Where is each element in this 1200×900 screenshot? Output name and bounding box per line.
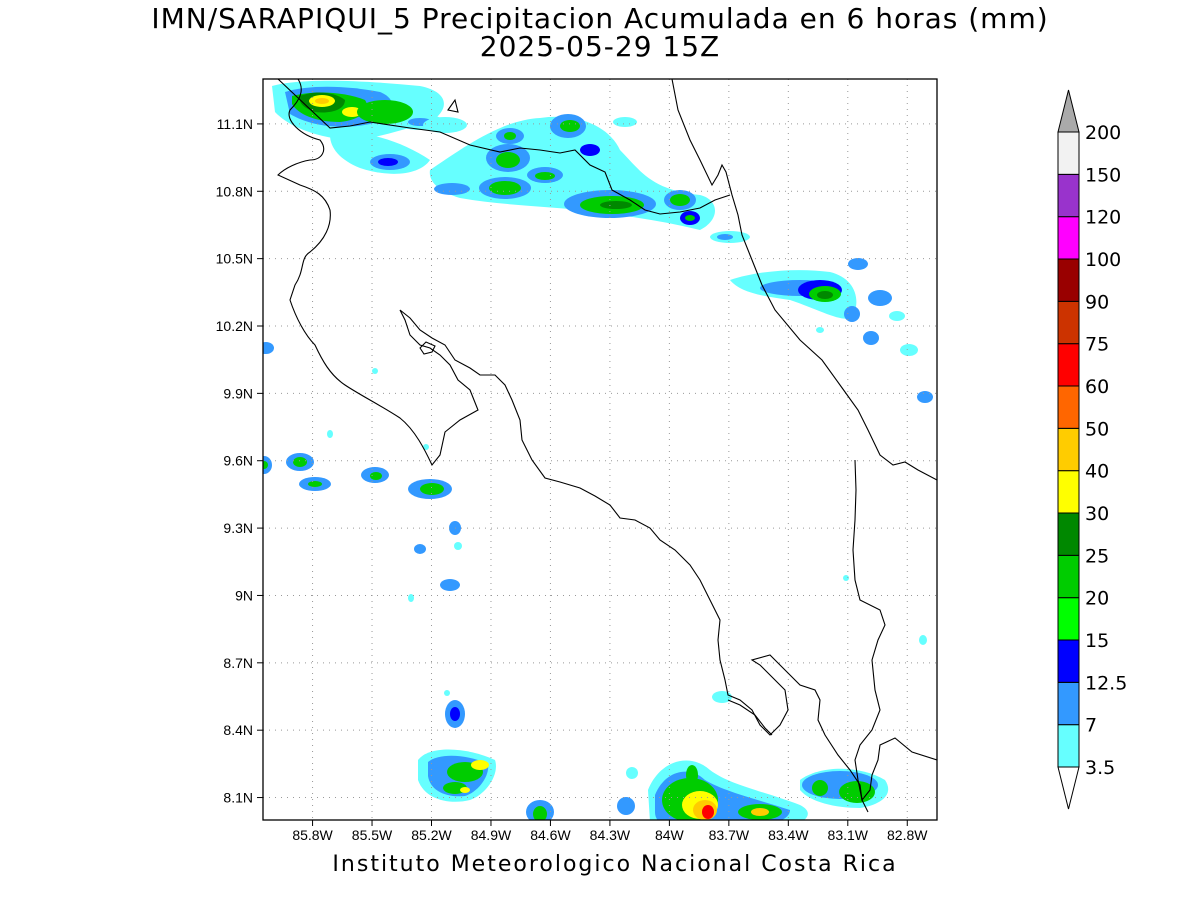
lon-tick-label: 84.9W (471, 827, 512, 843)
lat-tick-label: 11.1N (217, 116, 253, 132)
colorbar: 3.5 7 12.5 15 20 25 30 40 50 60 75 90 100 120 150 200 (1057, 89, 1127, 810)
lat-tick-label: 9.3N (223, 520, 253, 536)
lake-shore (447, 98, 459, 113)
colorbar-label: 100 (1085, 249, 1121, 271)
lon-tick-label: 83.7W (709, 827, 750, 843)
colorbar-swatch (1057, 554, 1080, 599)
plot-frame (262, 78, 938, 821)
colorbar-swatch (1057, 300, 1080, 345)
colorbar-swatch (1057, 512, 1080, 556)
nicaragua-costa-rica-border (277, 79, 731, 215)
colorbar-label: 60 (1085, 376, 1109, 398)
lat-tick-label: 8.1N (223, 790, 253, 806)
colorbar-swatch (1057, 427, 1080, 472)
osa-coast (727, 699, 773, 736)
lon-tick-label: 83.4W (768, 827, 809, 843)
map-subtitle: 2025-05-29 15Z (479, 30, 721, 63)
lon-tick-label: 84.3W (590, 827, 631, 843)
lon-tick-label: 84.6W (530, 827, 571, 843)
colorbar-label: 7 (1085, 715, 1097, 737)
lat-tick-label: 9.9N (223, 385, 253, 401)
colorbar-swatch (1057, 258, 1080, 302)
longitude-tick-labels: 85.8W 85.5W 85.2W 84.9W 84.6W 84.3W 84W 83.7W 83… (292, 820, 928, 843)
colorbar-label: 200 (1085, 122, 1121, 144)
lat-tick-label: 8.7N (223, 655, 253, 671)
colorbar-label: 40 (1085, 461, 1109, 483)
caribbean-coast (671, 79, 937, 481)
colorbar-label: 25 (1085, 545, 1109, 567)
map-title: IMN/SARAPIQUI_5 Precipitacion Acumulada … (151, 2, 1049, 35)
lat-tick-label: 8.4N (223, 722, 253, 738)
colorbar-label: 90 (1085, 291, 1109, 313)
colorbar-swatch (1057, 131, 1080, 175)
colorbar-label: 120 (1085, 207, 1121, 229)
colorbar-label: 75 (1085, 334, 1109, 356)
precipitation-field (263, 80, 933, 820)
colorbar-label: 15 (1085, 630, 1109, 652)
latitude-tick-labels: 11.1N 10.8N 10.5N 10.2N 9.9N 9.6N 9.3N 9N 8.7N 8.… (216, 116, 263, 806)
colorbar-label: 50 (1085, 418, 1109, 440)
colorbar-swatch (1057, 639, 1080, 683)
pacific-coast-north (277, 79, 937, 802)
precip-cell-north-central (357, 100, 750, 243)
lat-tick-label: 9.6N (223, 453, 253, 469)
colorbar-swatch (1057, 681, 1080, 726)
colorbar-swatch (1057, 343, 1080, 387)
precip-cell-south (418, 575, 927, 820)
lat-tick-label: 10.2N (216, 318, 253, 334)
colorbar-swatch (1057, 597, 1080, 641)
colorbar-swatch (1057, 724, 1080, 768)
lon-tick-label: 83.1W (828, 827, 869, 843)
lat-tick-label: 10.5N (216, 251, 253, 267)
colorbar-label: 150 (1085, 164, 1121, 186)
colorbar-label: 30 (1085, 503, 1109, 525)
colorbar-swatch (1057, 470, 1080, 514)
colorbar-label: 3.5 (1085, 757, 1115, 779)
colorbar-over-triangle (1057, 89, 1080, 133)
precip-cell-west (263, 342, 462, 602)
lat-tick-label: 9N (235, 587, 253, 603)
nicoya-island (419, 341, 436, 355)
colorbar-label: 12.5 (1085, 672, 1127, 694)
lat-lon-grid (263, 79, 937, 820)
lon-tick-label: 85.2W (411, 827, 452, 843)
panama-border (852, 459, 886, 813)
lat-tick-label: 10.8N (216, 183, 253, 199)
colorbar-swatch (1057, 173, 1080, 218)
lon-tick-label: 82.8W (887, 827, 928, 843)
lon-tick-label: 84W (655, 827, 685, 843)
footer-credit: Instituto Meteorologico Nacional Costa R… (332, 852, 898, 877)
lon-tick-label: 85.5W (352, 827, 393, 843)
precip-cell-northeast (730, 258, 933, 403)
coastlines (277, 79, 937, 813)
lon-tick-label: 85.8W (292, 827, 333, 843)
colorbar-swatch (1057, 385, 1080, 429)
colorbar-under-triangle (1057, 766, 1080, 810)
colorbar-label: 20 (1085, 588, 1109, 610)
colorbar-swatch (1057, 216, 1080, 260)
precip-cell-northwest (272, 80, 444, 174)
